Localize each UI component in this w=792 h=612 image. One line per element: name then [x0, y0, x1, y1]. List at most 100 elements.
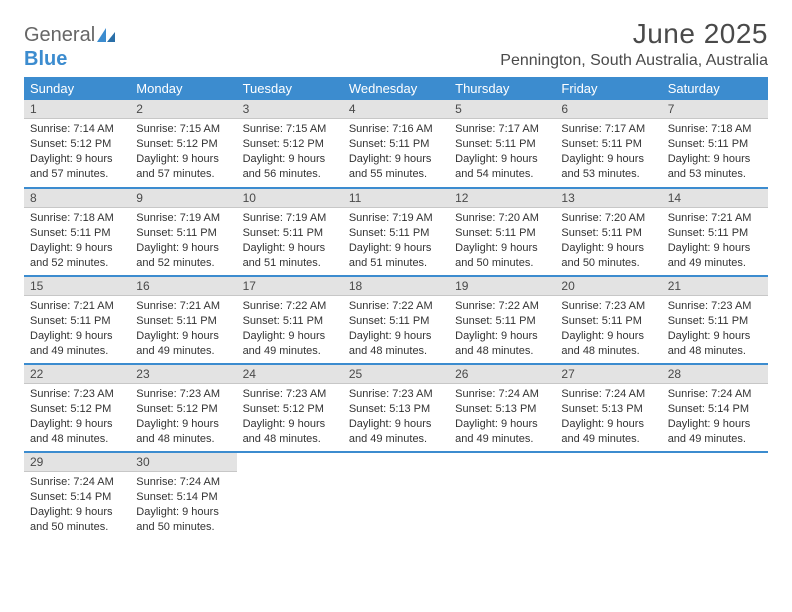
daylight-line: Daylight: 9 hours and 57 minutes. [30, 152, 124, 182]
sunset-line: Sunset: 5:11 PM [455, 226, 549, 241]
calendar-cell: 14Sunrise: 7:21 AMSunset: 5:11 PMDayligh… [662, 188, 768, 276]
day-details: Sunrise: 7:19 AMSunset: 5:11 PMDaylight:… [237, 208, 343, 274]
day-details: Sunrise: 7:20 AMSunset: 5:11 PMDaylight:… [555, 208, 661, 274]
day-number: 10 [237, 189, 343, 208]
sunset-line: Sunset: 5:12 PM [30, 137, 124, 152]
sunrise-line: Sunrise: 7:23 AM [561, 299, 655, 314]
calendar-cell: 6Sunrise: 7:17 AMSunset: 5:11 PMDaylight… [555, 100, 661, 188]
day-number: 9 [130, 189, 236, 208]
daylight-line: Daylight: 9 hours and 48 minutes. [455, 329, 549, 359]
sunrise-line: Sunrise: 7:22 AM [455, 299, 549, 314]
daylight-line: Daylight: 9 hours and 51 minutes. [243, 241, 337, 271]
sunrise-line: Sunrise: 7:24 AM [561, 387, 655, 402]
sunset-line: Sunset: 5:11 PM [561, 137, 655, 152]
calendar-cell: 4Sunrise: 7:16 AMSunset: 5:11 PMDaylight… [343, 100, 449, 188]
calendar-cell [237, 452, 343, 540]
day-number: 23 [130, 365, 236, 384]
sunrise-line: Sunrise: 7:18 AM [668, 122, 762, 137]
day-number: 26 [449, 365, 555, 384]
sunset-line: Sunset: 5:11 PM [668, 137, 762, 152]
calendar-cell [662, 452, 768, 540]
day-details: Sunrise: 7:21 AMSunset: 5:11 PMDaylight:… [24, 296, 130, 362]
sunrise-line: Sunrise: 7:23 AM [668, 299, 762, 314]
sunrise-line: Sunrise: 7:15 AM [243, 122, 337, 137]
day-details: Sunrise: 7:22 AMSunset: 5:11 PMDaylight:… [449, 296, 555, 362]
daylight-line: Daylight: 9 hours and 49 minutes. [668, 241, 762, 271]
daylight-line: Daylight: 9 hours and 48 minutes. [136, 417, 230, 447]
sunrise-line: Sunrise: 7:22 AM [349, 299, 443, 314]
daylight-line: Daylight: 9 hours and 49 minutes. [30, 329, 124, 359]
calendar-page: General Blue June 2025 Pennington, South… [0, 0, 792, 612]
sunrise-line: Sunrise: 7:19 AM [243, 211, 337, 226]
sunrise-line: Sunrise: 7:15 AM [136, 122, 230, 137]
sunrise-line: Sunrise: 7:23 AM [30, 387, 124, 402]
day-details: Sunrise: 7:23 AMSunset: 5:12 PMDaylight:… [130, 384, 236, 450]
day-details: Sunrise: 7:22 AMSunset: 5:11 PMDaylight:… [343, 296, 449, 362]
sunset-line: Sunset: 5:11 PM [30, 314, 124, 329]
brand-text-left: General [24, 24, 95, 46]
day-number: 21 [662, 277, 768, 296]
sunset-line: Sunset: 5:11 PM [561, 226, 655, 241]
calendar-cell [343, 452, 449, 540]
calendar-cell: 19Sunrise: 7:22 AMSunset: 5:11 PMDayligh… [449, 276, 555, 364]
day-details: Sunrise: 7:23 AMSunset: 5:12 PMDaylight:… [24, 384, 130, 450]
calendar-cell: 13Sunrise: 7:20 AMSunset: 5:11 PMDayligh… [555, 188, 661, 276]
sunrise-line: Sunrise: 7:24 AM [136, 475, 230, 490]
sunrise-line: Sunrise: 7:19 AM [136, 211, 230, 226]
weekday-header: Saturday [662, 77, 768, 100]
day-number: 11 [343, 189, 449, 208]
sunset-line: Sunset: 5:11 PM [455, 314, 549, 329]
daylight-line: Daylight: 9 hours and 49 minutes. [561, 417, 655, 447]
sunrise-line: Sunrise: 7:20 AM [455, 211, 549, 226]
calendar-cell: 2Sunrise: 7:15 AMSunset: 5:12 PMDaylight… [130, 100, 236, 188]
day-details: Sunrise: 7:22 AMSunset: 5:11 PMDaylight:… [237, 296, 343, 362]
sunset-line: Sunset: 5:11 PM [349, 314, 443, 329]
calendar-cell: 16Sunrise: 7:21 AMSunset: 5:11 PMDayligh… [130, 276, 236, 364]
calendar-cell: 15Sunrise: 7:21 AMSunset: 5:11 PMDayligh… [24, 276, 130, 364]
daylight-line: Daylight: 9 hours and 52 minutes. [30, 241, 124, 271]
day-details: Sunrise: 7:21 AMSunset: 5:11 PMDaylight:… [130, 296, 236, 362]
day-details: Sunrise: 7:15 AMSunset: 5:12 PMDaylight:… [130, 119, 236, 185]
calendar-cell: 30Sunrise: 7:24 AMSunset: 5:14 PMDayligh… [130, 452, 236, 540]
daylight-line: Daylight: 9 hours and 49 minutes. [136, 329, 230, 359]
sunrise-line: Sunrise: 7:22 AM [243, 299, 337, 314]
sunrise-line: Sunrise: 7:24 AM [668, 387, 762, 402]
calendar-cell: 22Sunrise: 7:23 AMSunset: 5:12 PMDayligh… [24, 364, 130, 452]
day-details: Sunrise: 7:24 AMSunset: 5:14 PMDaylight:… [24, 472, 130, 538]
day-details: Sunrise: 7:14 AMSunset: 5:12 PMDaylight:… [24, 119, 130, 185]
sail-icon [97, 25, 115, 48]
daylight-line: Daylight: 9 hours and 56 minutes. [243, 152, 337, 182]
weekday-header: Friday [555, 77, 661, 100]
day-details: Sunrise: 7:16 AMSunset: 5:11 PMDaylight:… [343, 119, 449, 185]
sunrise-line: Sunrise: 7:21 AM [136, 299, 230, 314]
sunrise-line: Sunrise: 7:21 AM [30, 299, 124, 314]
daylight-line: Daylight: 9 hours and 53 minutes. [561, 152, 655, 182]
day-number: 28 [662, 365, 768, 384]
calendar-cell: 18Sunrise: 7:22 AMSunset: 5:11 PMDayligh… [343, 276, 449, 364]
day-number: 24 [237, 365, 343, 384]
sunrise-line: Sunrise: 7:23 AM [136, 387, 230, 402]
calendar-table: SundayMondayTuesdayWednesdayThursdayFrid… [24, 77, 768, 540]
weekday-header: Thursday [449, 77, 555, 100]
daylight-line: Daylight: 9 hours and 49 minutes. [349, 417, 443, 447]
day-details: Sunrise: 7:20 AMSunset: 5:11 PMDaylight:… [449, 208, 555, 274]
sunset-line: Sunset: 5:14 PM [30, 490, 124, 505]
header: General Blue June 2025 Pennington, South… [24, 18, 768, 71]
daylight-line: Daylight: 9 hours and 50 minutes. [561, 241, 655, 271]
sunset-line: Sunset: 5:12 PM [136, 402, 230, 417]
daylight-line: Daylight: 9 hours and 48 minutes. [668, 329, 762, 359]
day-details: Sunrise: 7:24 AMSunset: 5:13 PMDaylight:… [449, 384, 555, 450]
day-number: 19 [449, 277, 555, 296]
calendar-cell: 10Sunrise: 7:19 AMSunset: 5:11 PMDayligh… [237, 188, 343, 276]
calendar-cell: 26Sunrise: 7:24 AMSunset: 5:13 PMDayligh… [449, 364, 555, 452]
daylight-line: Daylight: 9 hours and 52 minutes. [136, 241, 230, 271]
sunset-line: Sunset: 5:11 PM [136, 226, 230, 241]
month-title: June 2025 [500, 18, 768, 50]
daylight-line: Daylight: 9 hours and 48 minutes. [243, 417, 337, 447]
calendar-cell [555, 452, 661, 540]
sunset-line: Sunset: 5:12 PM [136, 137, 230, 152]
day-number: 29 [24, 453, 130, 472]
sunset-line: Sunset: 5:11 PM [243, 226, 337, 241]
weekday-header: Monday [130, 77, 236, 100]
daylight-line: Daylight: 9 hours and 50 minutes. [30, 505, 124, 535]
